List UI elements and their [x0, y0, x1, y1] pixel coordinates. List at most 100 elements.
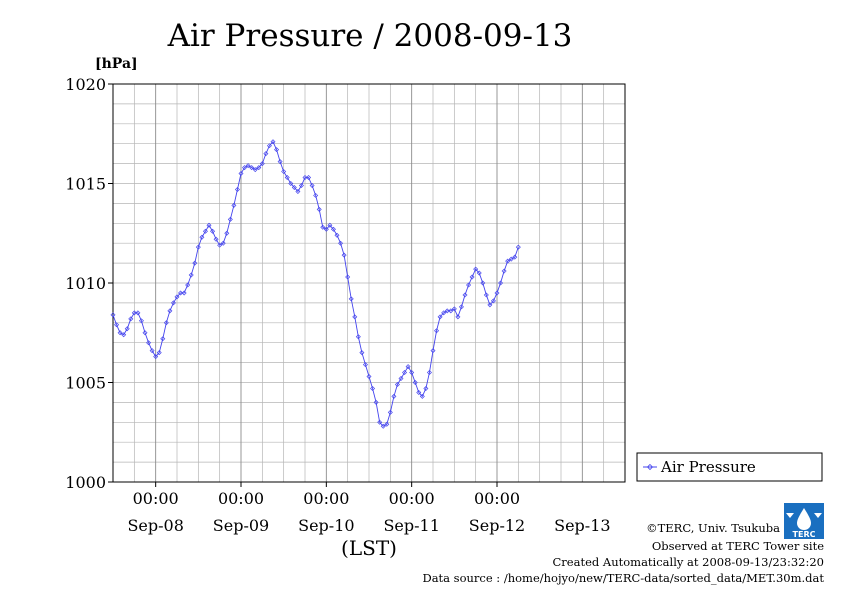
legend-box [636, 452, 823, 482]
data-point [441, 310, 447, 316]
data-point [238, 171, 244, 177]
data-point [167, 308, 173, 314]
data-point [434, 328, 440, 334]
data-point [412, 380, 418, 385]
data-point [114, 322, 120, 328]
data-point [217, 242, 223, 248]
x-date-label: Sep-13 [554, 516, 610, 535]
data-point [341, 252, 347, 258]
data-point [291, 184, 297, 190]
data-point [345, 274, 351, 280]
credits: ©TERC, Univ. Tsukuba Observed at TERC To… [422, 521, 824, 585]
data-point [266, 143, 272, 149]
data-point [199, 234, 205, 240]
x-date-label: Sep-11 [383, 516, 439, 535]
data-point [188, 272, 194, 278]
data-point [131, 310, 137, 316]
data-point [352, 314, 358, 320]
y-tick-label: 1005 [65, 374, 106, 393]
x-axis-ticks: 00:00 00:00 00:00 00:00 00:00 Sep-08 Sep-09 Sep… [127, 482, 611, 535]
data-point [330, 226, 336, 232]
data-point [462, 292, 468, 298]
data-point [409, 370, 415, 376]
grid [113, 84, 625, 482]
credit-source: Data source : /home/hojyo/new/TERC-data/… [422, 571, 824, 585]
y-tick-label: 1020 [65, 75, 106, 94]
data-point [313, 192, 319, 198]
data-point [195, 244, 201, 250]
x-date-label: Sep-12 [469, 516, 525, 535]
x-time-label: 00:00 [474, 489, 520, 508]
data-point [338, 240, 344, 246]
data-point [146, 340, 152, 346]
data-point [394, 381, 400, 387]
chart-title: Air Pressure / 2008-09-13 [167, 18, 573, 54]
x-date-label: Sep-09 [213, 516, 269, 535]
data-point [391, 393, 397, 399]
data-point [263, 151, 269, 157]
data-point [178, 290, 184, 296]
data-point [259, 161, 265, 167]
data-point [419, 393, 425, 399]
data-point [181, 290, 187, 296]
data-point [323, 226, 329, 232]
data-point [220, 240, 226, 246]
data-point [416, 389, 422, 395]
y-tick-label: 1015 [65, 175, 106, 194]
data-point [256, 165, 262, 171]
data-point [252, 167, 258, 173]
data-point [476, 270, 482, 276]
data-point [270, 139, 276, 145]
data-point [288, 181, 294, 186]
data-point [281, 169, 287, 175]
x-time-label: 00:00 [303, 489, 349, 508]
series-air-pressure [110, 139, 521, 429]
data-point [402, 370, 408, 376]
data-point [512, 254, 518, 260]
data-point [451, 306, 457, 312]
data-point [142, 330, 148, 336]
data-point [480, 280, 486, 286]
data-point [355, 334, 361, 340]
data-point [387, 409, 393, 415]
data-point [170, 300, 176, 306]
data-point [192, 260, 198, 266]
logo-wave-right [814, 513, 822, 518]
x-time-label: 00:00 [133, 489, 179, 508]
x-time-label: 00:00 [389, 489, 435, 508]
data-point [320, 224, 326, 230]
data-point [242, 165, 248, 171]
data-point [156, 350, 162, 356]
data-point [380, 423, 386, 429]
data-point [494, 290, 500, 296]
data-point [430, 348, 436, 354]
data-point [469, 274, 475, 280]
y-axis-ticks: 1000 1005 1010 1015 1020 [65, 75, 113, 492]
data-point [202, 228, 208, 234]
data-point [490, 298, 496, 304]
credit-copyright: ©TERC, Univ. Tsukuba [646, 521, 780, 535]
data-point [160, 336, 166, 342]
data-point [213, 236, 219, 242]
data-point [487, 302, 493, 308]
data-point [249, 165, 255, 171]
data-point [423, 385, 429, 391]
credit-observed: Observed at TERC Tower site [652, 539, 824, 553]
data-point [121, 332, 127, 338]
data-point [206, 222, 212, 228]
data-point [138, 318, 144, 324]
data-point [124, 326, 130, 332]
data-point [117, 330, 123, 336]
data-point [455, 314, 461, 320]
series-line [112, 140, 519, 427]
data-point [110, 312, 116, 318]
data-point [398, 376, 404, 382]
data-point [466, 282, 472, 288]
logo-wave-left [786, 513, 794, 518]
data-point [302, 175, 308, 181]
data-point [227, 216, 233, 222]
data-point [316, 206, 322, 212]
data-point [174, 294, 180, 300]
data-point [458, 304, 464, 310]
water-drop-icon [797, 508, 811, 530]
